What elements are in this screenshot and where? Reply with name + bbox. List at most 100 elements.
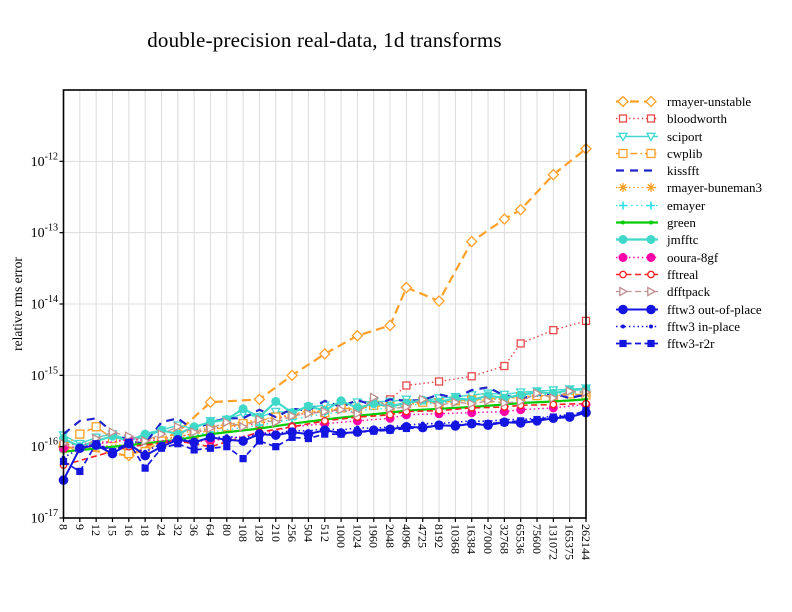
triangle-right-marker-icon xyxy=(108,427,118,438)
legend-sample-bloodworth xyxy=(616,114,658,123)
legend-label: rmayer-unstable xyxy=(667,94,752,109)
gridlines xyxy=(63,90,586,518)
svg-text:10-13: 10-13 xyxy=(31,223,58,242)
square-marker-icon xyxy=(484,420,492,428)
legend-sample-green xyxy=(616,220,658,225)
legend-item-fftw3-in-place: fftw3 in-place xyxy=(615,320,762,333)
svg-text:12: 12 xyxy=(89,524,103,536)
square-marker-icon xyxy=(451,421,459,429)
triangle-right-marker-icon xyxy=(320,406,331,417)
plus-marker-icon xyxy=(647,201,655,210)
asterisk-marker-icon xyxy=(618,183,628,193)
svg-text:75600: 75600 xyxy=(530,524,544,554)
triangle-right-marker-icon xyxy=(288,410,298,422)
legend-sample-jmfftc xyxy=(616,235,658,245)
triangle-right-marker-icon xyxy=(190,427,200,438)
svg-text:131072: 131072 xyxy=(546,524,560,560)
legend-item-cwplib: cwplib xyxy=(615,147,762,160)
series-kissfft xyxy=(62,386,587,445)
circle-marker-icon xyxy=(322,426,327,431)
legend-sample-kissfft xyxy=(616,169,658,172)
triangle-right-marker-icon xyxy=(141,435,151,447)
diamond-marker-icon xyxy=(547,168,560,181)
square-marker-icon xyxy=(468,420,476,428)
circle-marker-icon xyxy=(646,304,656,314)
svg-text:16: 16 xyxy=(122,524,136,536)
square-marker-icon xyxy=(288,433,296,441)
legend-label: emayer xyxy=(667,197,706,213)
circle-marker-icon xyxy=(649,220,653,225)
square-marker-icon xyxy=(402,381,411,390)
y-tick-labels: 10-12 10-13 10-14 10-15 10-16 10-17 xyxy=(31,151,58,526)
triangle-right-marker-icon xyxy=(500,397,510,409)
square-marker-icon xyxy=(402,424,410,433)
svg-text:4096: 4096 xyxy=(399,524,413,548)
svg-text:32768: 32768 xyxy=(497,524,511,554)
legend-sample-emayer xyxy=(616,201,658,210)
triangle-right-marker-icon xyxy=(222,417,233,428)
square-marker-icon xyxy=(223,443,231,451)
triangle-right-marker-icon xyxy=(402,401,412,413)
legend-item-sciport: sciport xyxy=(615,130,762,143)
svg-text:1024: 1024 xyxy=(350,524,364,548)
diamond-marker-icon xyxy=(400,281,413,294)
legend-sample-cwplib xyxy=(616,148,658,159)
legend-item-jmfftc: jmfftc xyxy=(615,233,762,246)
legend-sample-ooura-8gf xyxy=(616,252,658,262)
square-marker-icon xyxy=(141,464,149,472)
square-marker-icon xyxy=(239,455,247,463)
triangle-right-marker-icon xyxy=(418,394,429,405)
diamond-marker-icon xyxy=(253,393,266,406)
triangle-down-marker-icon xyxy=(645,132,657,142)
square-marker-icon xyxy=(533,415,541,424)
legend-label: fftreal xyxy=(667,266,699,282)
svg-text:10-16: 10-16 xyxy=(31,437,58,456)
square-marker-icon xyxy=(255,437,264,445)
svg-text:8: 8 xyxy=(57,524,71,530)
triangle-right-marker-icon xyxy=(467,398,478,409)
legend-item-fftreal: fftreal xyxy=(615,268,762,281)
legend-label: fftw3-r2r xyxy=(667,336,715,352)
asterisk-marker-icon xyxy=(646,183,656,193)
triangle-right-marker-icon xyxy=(173,421,184,432)
square-marker-icon xyxy=(618,148,628,159)
legend-sample-fftw3-in-place xyxy=(616,324,658,329)
triangle-right-marker-icon xyxy=(647,286,657,297)
svg-text:10-14: 10-14 xyxy=(31,294,58,313)
circle-marker-icon xyxy=(257,431,262,436)
circle-marker-icon xyxy=(303,401,313,411)
circle-marker-icon xyxy=(224,434,229,439)
triangle-right-marker-icon xyxy=(386,403,396,414)
svg-text:1000: 1000 xyxy=(334,524,348,548)
legend-sample-sciport xyxy=(616,132,658,142)
axis-ticks xyxy=(59,160,587,522)
legend-item-bloodworth: bloodworth xyxy=(615,112,762,125)
diamond-marker-icon xyxy=(351,329,364,342)
series-fftw3-r2r xyxy=(59,407,590,476)
circle-marker-icon xyxy=(241,436,246,441)
circle-marker-icon xyxy=(221,434,232,445)
circle-marker-icon xyxy=(646,252,656,262)
square-marker-icon xyxy=(386,426,394,434)
svg-text:15: 15 xyxy=(105,524,119,536)
square-marker-icon xyxy=(321,430,329,438)
legend-sample-fftreal xyxy=(616,270,658,279)
diamond-marker-icon xyxy=(384,319,396,332)
square-marker-icon xyxy=(353,428,362,436)
square-marker-icon xyxy=(337,430,345,438)
diamond-marker-icon xyxy=(318,347,331,360)
svg-text:10-15: 10-15 xyxy=(31,365,58,384)
diamond-marker-icon xyxy=(465,235,478,248)
diamond-marker-icon xyxy=(204,396,217,409)
triangle-right-marker-icon xyxy=(353,408,363,419)
chart-title: double-precision real-data, 1d transform… xyxy=(147,28,502,52)
circle-marker-icon xyxy=(238,404,248,414)
legend-label: dfftpack xyxy=(667,284,711,300)
legend-label: rmayer-buneman3 xyxy=(667,180,763,196)
svg-text:512: 512 xyxy=(318,524,332,542)
svg-text:108: 108 xyxy=(236,524,250,542)
legend-label: cwplib xyxy=(667,145,703,161)
square-marker-icon xyxy=(500,418,508,426)
circle-marker-icon xyxy=(140,450,150,461)
